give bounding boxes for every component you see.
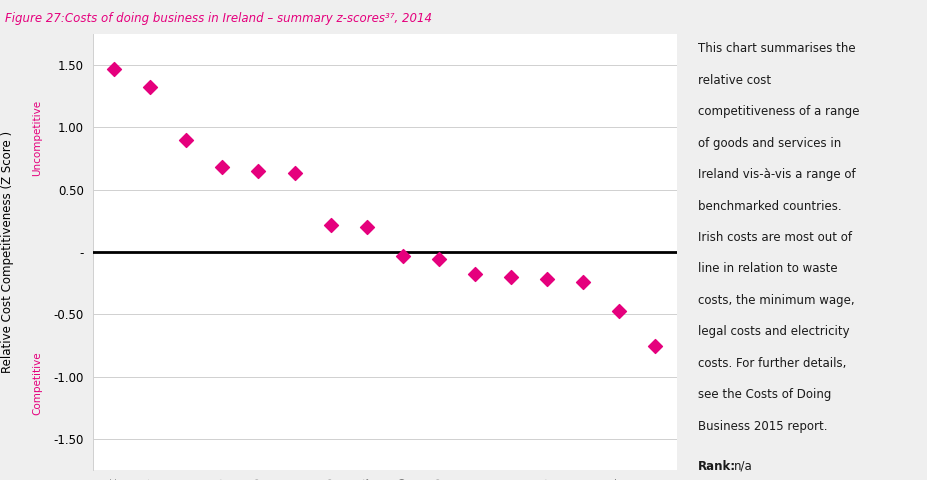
Text: Competitive: Competitive [32,351,43,415]
Point [179,136,194,144]
Point [576,278,590,286]
Point [612,307,627,314]
Text: Business 2015 report.: Business 2015 report. [698,420,828,433]
Point [143,84,158,91]
Text: Irish costs are most out of: Irish costs are most out of [698,231,852,244]
Point [359,223,374,231]
Point [215,163,230,171]
Text: costs, the minimum wage,: costs, the minimum wage, [698,294,855,307]
Text: Figure 27:Costs of doing business in Ireland – summary z-scores³⁷, 2014: Figure 27:Costs of doing business in Ire… [5,12,432,25]
Text: line in relation to waste: line in relation to waste [698,263,838,276]
Point [431,256,446,264]
Text: see the Costs of Doing: see the Costs of Doing [698,388,832,401]
Text: Ireland vis-à-vis a range of: Ireland vis-à-vis a range of [698,168,856,181]
Text: Rank:: Rank: [698,460,736,473]
Point [251,167,266,175]
Point [107,65,121,72]
Point [324,221,338,228]
Point [648,342,663,349]
Text: Uncompetitive: Uncompetitive [32,100,43,177]
Point [287,169,302,177]
Point [503,273,518,281]
Text: n/a: n/a [733,460,752,473]
Text: of goods and services in: of goods and services in [698,137,841,150]
Y-axis label: Relative Cost Competitiveness (Z Score ): Relative Cost Competitiveness (Z Score ) [2,131,15,373]
Text: costs. For further details,: costs. For further details, [698,357,846,370]
Text: competitiveness of a range: competitiveness of a range [698,105,859,118]
Point [540,276,554,283]
Text: benchmarked countries.: benchmarked countries. [698,200,842,213]
Text: relative cost: relative cost [698,74,771,87]
Text: legal costs and electricity: legal costs and electricity [698,325,849,338]
Point [467,271,482,278]
Point [395,252,410,260]
Text: This chart summarises the: This chart summarises the [698,42,856,55]
